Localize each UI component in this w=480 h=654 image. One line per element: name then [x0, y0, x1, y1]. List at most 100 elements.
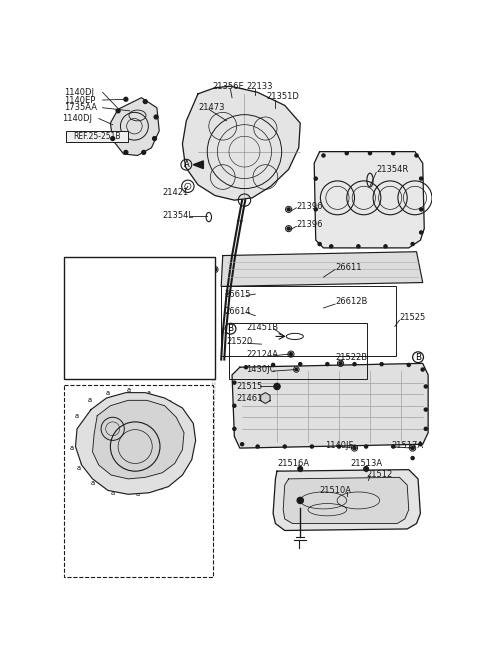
Circle shape	[244, 366, 248, 369]
Circle shape	[133, 489, 137, 492]
Circle shape	[74, 446, 78, 450]
Polygon shape	[93, 400, 184, 479]
Circle shape	[114, 458, 118, 462]
Circle shape	[153, 137, 156, 141]
Circle shape	[407, 364, 410, 366]
Polygon shape	[261, 392, 270, 404]
Text: 21354R: 21354R	[376, 165, 408, 174]
Circle shape	[322, 154, 325, 157]
Text: 21351D: 21351D	[266, 92, 299, 101]
Circle shape	[318, 243, 321, 245]
Text: f: f	[99, 354, 102, 362]
Text: 21396: 21396	[296, 220, 323, 230]
Circle shape	[337, 445, 340, 448]
Text: a: a	[168, 399, 172, 405]
Text: 21516A: 21516A	[277, 459, 309, 468]
Text: 21522B: 21522B	[335, 353, 367, 362]
Text: a: a	[126, 387, 130, 393]
Text: 26611: 26611	[335, 263, 361, 271]
Circle shape	[380, 362, 383, 366]
Text: 21356E: 21356E	[212, 82, 244, 91]
Polygon shape	[283, 477, 409, 524]
Text: a: a	[182, 414, 186, 421]
Text: a: a	[106, 390, 110, 396]
Text: 1140DJ: 1140DJ	[62, 114, 92, 123]
Circle shape	[311, 445, 313, 448]
Circle shape	[314, 177, 317, 180]
Circle shape	[419, 443, 422, 446]
Text: 1140EB: 1140EB	[141, 292, 173, 301]
Text: 21520: 21520	[227, 337, 253, 347]
Circle shape	[81, 464, 84, 468]
Text: 21451B: 21451B	[246, 322, 278, 332]
Text: c: c	[98, 321, 102, 330]
Circle shape	[144, 99, 147, 103]
Circle shape	[411, 456, 414, 460]
Text: 1140JF: 1140JF	[325, 441, 353, 449]
Text: 26612B: 26612B	[335, 298, 368, 306]
Text: A: A	[107, 262, 114, 271]
Circle shape	[424, 408, 427, 411]
Circle shape	[298, 466, 302, 471]
Text: 1140FC: 1140FC	[174, 265, 205, 274]
Text: c: c	[80, 460, 84, 466]
Circle shape	[129, 429, 132, 433]
Text: A: A	[183, 160, 189, 169]
Bar	[66, 131, 128, 142]
Circle shape	[113, 487, 117, 490]
Text: 21356E: 21356E	[141, 364, 173, 373]
Circle shape	[297, 497, 303, 504]
Text: 21512: 21512	[366, 470, 392, 479]
Circle shape	[420, 177, 423, 180]
Text: d: d	[98, 332, 103, 341]
Text: B: B	[228, 324, 234, 334]
Text: 22133: 22133	[246, 82, 273, 91]
Text: a: a	[147, 390, 151, 396]
Circle shape	[289, 353, 292, 356]
Text: REF.25-251B: REF.25-251B	[73, 131, 121, 141]
Text: a: a	[91, 480, 95, 486]
Text: B: B	[415, 353, 421, 362]
Circle shape	[299, 362, 302, 366]
Text: 1430JC: 1430JC	[246, 365, 276, 374]
Circle shape	[233, 381, 236, 384]
Circle shape	[129, 404, 132, 407]
Circle shape	[353, 447, 356, 449]
Text: SYMBOL: SYMBOL	[83, 279, 118, 288]
Text: 21513A: 21513A	[350, 459, 383, 468]
Text: a: a	[159, 485, 163, 491]
Text: 21515: 21515	[237, 382, 263, 391]
Circle shape	[145, 394, 149, 398]
Text: PNC: PNC	[167, 279, 184, 288]
Text: VIEW: VIEW	[70, 260, 105, 273]
Polygon shape	[232, 364, 428, 448]
Text: f: f	[127, 426, 130, 432]
Circle shape	[146, 467, 150, 471]
Bar	[64, 385, 213, 577]
Text: b: b	[98, 307, 103, 315]
Circle shape	[424, 385, 427, 388]
Circle shape	[330, 245, 333, 248]
Circle shape	[129, 392, 132, 396]
Circle shape	[345, 152, 348, 155]
Text: b: b	[110, 459, 115, 465]
Text: a: a	[178, 472, 182, 478]
Circle shape	[91, 401, 95, 405]
Circle shape	[365, 445, 368, 448]
Circle shape	[295, 368, 298, 371]
Circle shape	[364, 466, 369, 471]
Circle shape	[214, 268, 216, 271]
Text: 21461: 21461	[237, 394, 263, 402]
Text: 22124A: 22124A	[246, 350, 278, 358]
Circle shape	[186, 434, 190, 438]
Circle shape	[287, 208, 290, 211]
Text: 21421: 21421	[162, 188, 189, 197]
Polygon shape	[314, 152, 424, 248]
Text: a: a	[188, 455, 192, 460]
Circle shape	[80, 414, 84, 418]
Circle shape	[415, 154, 418, 157]
Circle shape	[184, 455, 188, 459]
Text: e: e	[98, 343, 102, 352]
Text: a: a	[75, 413, 79, 419]
Polygon shape	[193, 161, 204, 169]
